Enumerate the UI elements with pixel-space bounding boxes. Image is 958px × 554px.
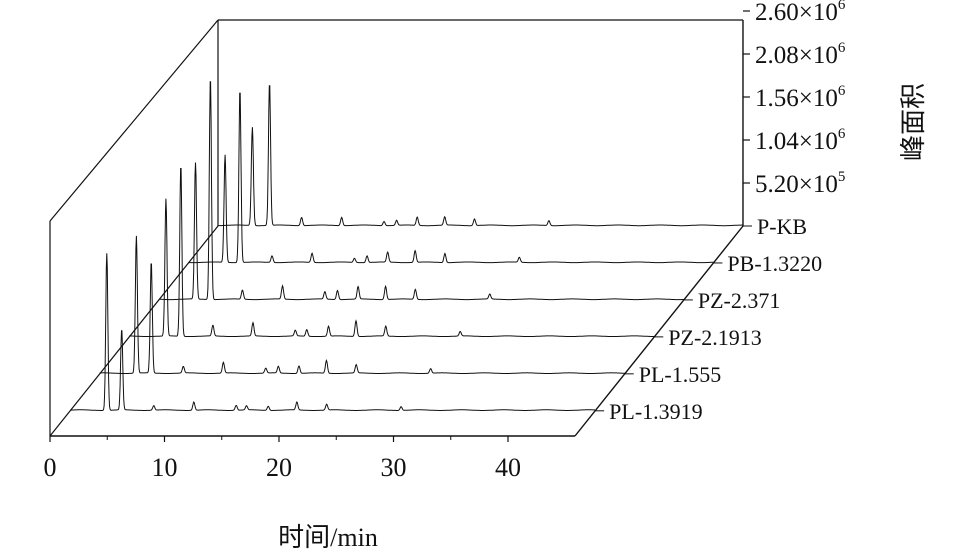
series-trace — [99, 235, 625, 374]
series-trace — [217, 85, 743, 227]
series-label: PZ-2.371 — [698, 288, 781, 313]
series-label: PB-1.3220 — [727, 251, 822, 276]
z-tick-label: 5.20×105 — [755, 169, 845, 198]
chart-ticks: 0 10 20 30 40 5.20×105 1.04×106 1.56×106 2.08×10… — [44, 0, 846, 482]
z-tick-label: 2.60×106 — [755, 0, 846, 26]
x-tick-label: 10 — [152, 453, 178, 482]
series-trace — [129, 168, 655, 337]
chart-traces — [70, 81, 743, 411]
series-trace — [158, 81, 684, 301]
z-tick-label: 1.56×106 — [755, 83, 846, 112]
top-left-edge — [49, 19, 219, 222]
depth-axis-line — [574, 225, 744, 437]
series-label: P-KB — [757, 214, 807, 239]
series-label: PL-1.555 — [639, 362, 722, 387]
z-axis-title: 峰面积 — [899, 83, 928, 161]
x-tick-label: 30 — [381, 453, 407, 482]
series-trace — [70, 253, 595, 411]
series-label: PL-1.3919 — [609, 399, 703, 424]
z-tick-label: 2.08×106 — [755, 40, 846, 69]
x-tick-label: 0 — [44, 453, 57, 482]
x-tick-label: 20 — [266, 453, 292, 482]
series-trace — [188, 92, 714, 264]
z-tick-label: 1.04×106 — [755, 126, 846, 155]
series-label: PZ-2.1913 — [668, 325, 762, 350]
x-tick-label: 40 — [495, 453, 521, 482]
floor-left-edge — [49, 225, 219, 437]
x-axis-title: 时间/min — [278, 523, 378, 552]
